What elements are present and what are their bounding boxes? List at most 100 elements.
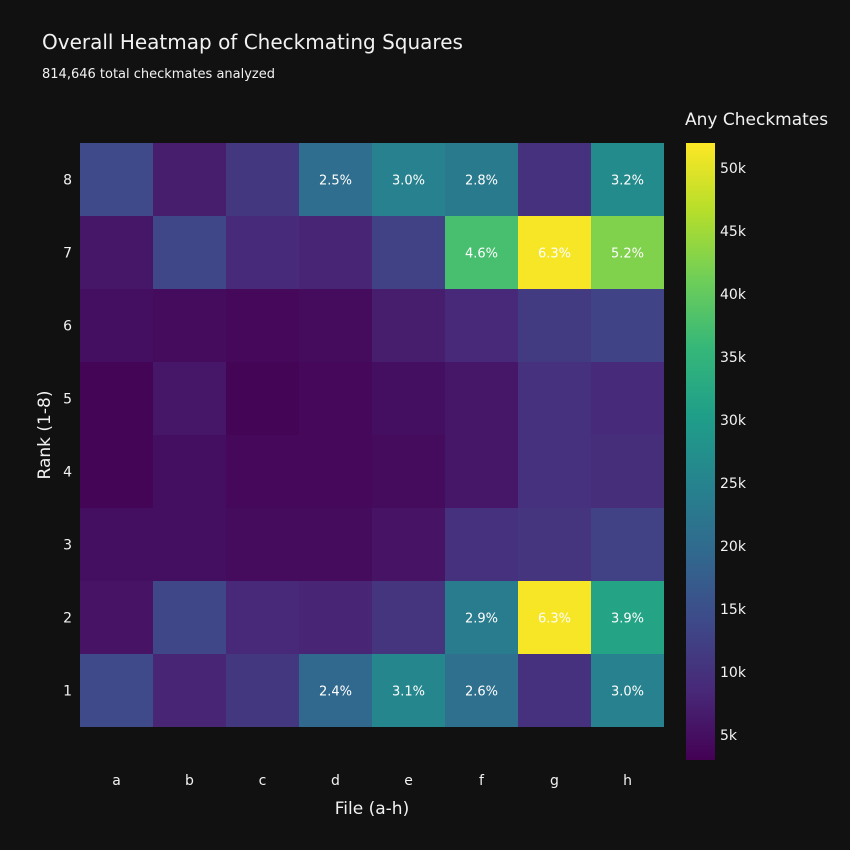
heatmap-cell-e1 <box>372 654 445 727</box>
cell-annotation-f8: 2.8% <box>465 174 498 189</box>
colorbar <box>686 143 715 760</box>
colorbar-tick-5k: 5k <box>720 728 738 744</box>
cell-annotation-d1: 2.4% <box>319 685 352 700</box>
y-tick-1: 1 <box>63 684 72 700</box>
heatmap-cell-h1 <box>591 654 664 727</box>
x-tick-b: b <box>185 773 194 789</box>
heatmap-cell-g3 <box>518 508 591 581</box>
x-tick-a: a <box>112 773 121 789</box>
colorbar-tick-50k: 50k <box>720 161 747 177</box>
cell-annotation-e8: 3.0% <box>392 174 425 189</box>
heatmap-cell-g6 <box>518 289 591 362</box>
colorbar-ticks: 5k 10k 15k 20k 25k 30k 35k 40k 45k 50k <box>720 161 747 744</box>
heatmap-cell-d3 <box>299 508 372 581</box>
heatmap-cell-h4 <box>591 435 664 508</box>
y-tick-6: 6 <box>63 319 72 335</box>
cell-annotation-h8: 3.2% <box>611 174 644 189</box>
heatmap-cell-e3 <box>372 508 445 581</box>
heatmap-cell-d1 <box>299 654 372 727</box>
heatmap-cell-d6 <box>299 289 372 362</box>
colorbar-tick-25k: 25k <box>720 476 747 492</box>
cell-annotation-g2: 6.3% <box>538 612 571 627</box>
x-axis-label: File (a-h) <box>335 799 409 819</box>
heatmap-cell-a7 <box>80 216 153 289</box>
heatmap-cell-d5 <box>299 362 372 435</box>
heatmap-cell-c6 <box>226 289 299 362</box>
y-axis-ticks: 1 2 3 4 5 6 7 8 <box>63 173 72 700</box>
y-tick-5: 5 <box>63 392 72 408</box>
y-axis-label: Rank (1-8) <box>35 391 55 480</box>
x-tick-f: f <box>479 773 485 789</box>
colorbar-tick-10k: 10k <box>720 665 747 681</box>
heatmap-cell-f4 <box>445 435 518 508</box>
colorbar-tick-40k: 40k <box>720 287 747 303</box>
x-tick-e: e <box>404 773 413 789</box>
heatmap-cell-f5 <box>445 362 518 435</box>
heatmap-cell-b2 <box>153 581 226 654</box>
heatmap-cell-b3 <box>153 508 226 581</box>
heatmap-cell-b4 <box>153 435 226 508</box>
heatmap-cell-h6 <box>591 289 664 362</box>
heatmap-cell-g5 <box>518 362 591 435</box>
cell-annotation-h7: 5.2% <box>611 247 644 262</box>
chart-subtitle: 814,646 total checkmates analyzed <box>42 67 275 82</box>
heatmap-cell-e6 <box>372 289 445 362</box>
heatmap-cells <box>80 143 664 727</box>
heatmap-cell-h8 <box>591 143 664 216</box>
cell-annotation-f1: 2.6% <box>465 685 498 700</box>
x-tick-h: h <box>623 773 632 789</box>
heatmap-cell-a2 <box>80 581 153 654</box>
cell-annotation-h1: 3.0% <box>611 685 644 700</box>
heatmap-cell-a8 <box>80 143 153 216</box>
heatmap-cell-a6 <box>80 289 153 362</box>
cell-annotation-g7: 6.3% <box>538 247 571 262</box>
cell-annotation-e1: 3.1% <box>392 685 425 700</box>
cell-annotation-f2: 2.9% <box>465 612 498 627</box>
x-tick-d: d <box>331 773 340 789</box>
heatmap-cell-g1 <box>518 654 591 727</box>
heatmap-cell-f6 <box>445 289 518 362</box>
heatmap-cell-d4 <box>299 435 372 508</box>
cell-annotation-d8: 2.5% <box>319 174 352 189</box>
heatmap-cell-f7 <box>445 216 518 289</box>
heatmap-cell-c2 <box>226 581 299 654</box>
chart-title: Overall Heatmap of Checkmating Squares <box>42 30 463 54</box>
heatmap-cell-e4 <box>372 435 445 508</box>
heatmap-cell-g7 <box>518 216 591 289</box>
colorbar-tick-30k: 30k <box>720 413 747 429</box>
heatmap-cell-c5 <box>226 362 299 435</box>
y-tick-4: 4 <box>63 465 72 481</box>
cell-annotation-f7: 4.6% <box>465 247 498 262</box>
colorbar-tick-15k: 15k <box>720 602 747 618</box>
heatmap-cell-b6 <box>153 289 226 362</box>
x-tick-g: g <box>550 773 559 789</box>
colorbar-title: Any Checkmates <box>685 110 829 130</box>
heatmap-cell-e8 <box>372 143 445 216</box>
heatmap-cell-h3 <box>591 508 664 581</box>
colorbar-tick-20k: 20k <box>720 539 747 555</box>
x-tick-c: c <box>259 773 267 789</box>
heatmap-cell-a4 <box>80 435 153 508</box>
heatmap-cell-a5 <box>80 362 153 435</box>
heatmap-cell-g2 <box>518 581 591 654</box>
heatmap-cell-f3 <box>445 508 518 581</box>
heatmap-cell-f2 <box>445 581 518 654</box>
heatmap-cell-c4 <box>226 435 299 508</box>
colorbar-tick-45k: 45k <box>720 224 747 240</box>
heatmap-cell-c1 <box>226 654 299 727</box>
heatmap-cell-a1 <box>80 654 153 727</box>
heatmap-cell-b7 <box>153 216 226 289</box>
heatmap-cell-h2 <box>591 581 664 654</box>
heatmap-cell-e7 <box>372 216 445 289</box>
y-tick-7: 7 <box>63 246 72 262</box>
heatmap-annotations: 2.5% 3.0% 2.8% 3.2% 4.6% 6.3% 5.2% 2.9% 6.3% 3.9%… <box>319 174 644 700</box>
cell-annotation-h2: 3.9% <box>611 612 644 627</box>
heatmap-cell-f8 <box>445 143 518 216</box>
heatmap-cell-b8 <box>153 143 226 216</box>
heatmap-cell-a3 <box>80 508 153 581</box>
x-axis-ticks: a b c d e f g h <box>112 773 632 789</box>
y-tick-3: 3 <box>63 538 72 554</box>
y-tick-2: 2 <box>63 611 72 627</box>
